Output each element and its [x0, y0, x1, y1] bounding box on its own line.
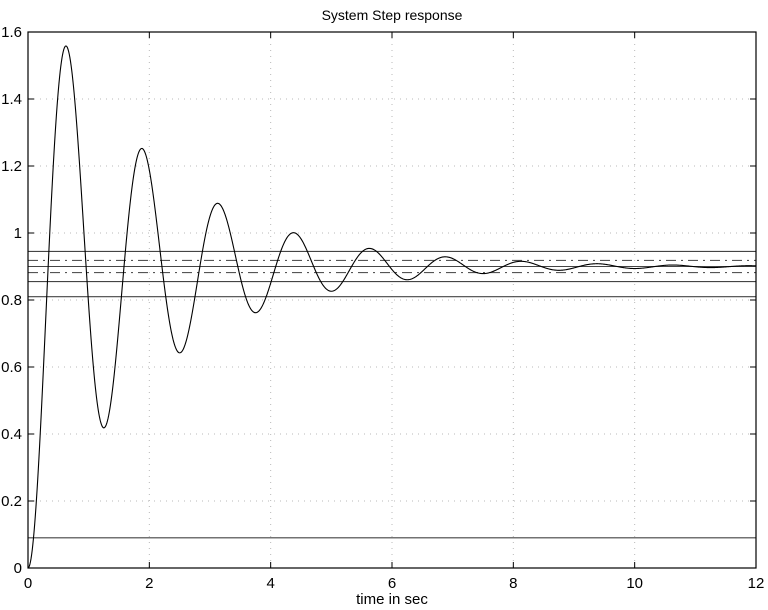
x-tick-labels: 0 2 4 6 8 10 12	[24, 575, 765, 592]
x-tick-label: 2	[145, 575, 153, 592]
y-tick-label: 0.8	[1, 292, 22, 309]
x-tick-label: 0	[24, 575, 32, 592]
y-tick-label: 1.6	[1, 24, 22, 41]
y-tick-label: 0	[14, 560, 22, 577]
y-tick-label: 1	[14, 225, 22, 242]
x-axis-label: time in sec	[356, 591, 428, 608]
y-tick-label: 1.2	[1, 158, 22, 175]
x-tick-label: 12	[748, 575, 765, 592]
x-tick-label: 10	[626, 575, 643, 592]
axis-ticks	[27, 31, 757, 569]
step-response-curve	[27, 45, 757, 569]
y-tick-label: 0.4	[1, 426, 22, 443]
grid-lines	[28, 32, 756, 568]
y-tick-label: 1.4	[1, 91, 22, 108]
x-tick-label: 6	[388, 575, 396, 592]
x-tick-label: 8	[509, 575, 517, 592]
y-tick-label: 0.6	[1, 359, 22, 376]
chart-title: System Step response	[321, 7, 463, 23]
reference-lines	[28, 250, 756, 539]
y-tick-label: 0.2	[1, 493, 22, 510]
y-tick-labels: 0 0.2 0.4 0.6 0.8 1 1.2 1.4 1.6	[1, 24, 22, 577]
x-tick-label: 4	[266, 575, 274, 592]
